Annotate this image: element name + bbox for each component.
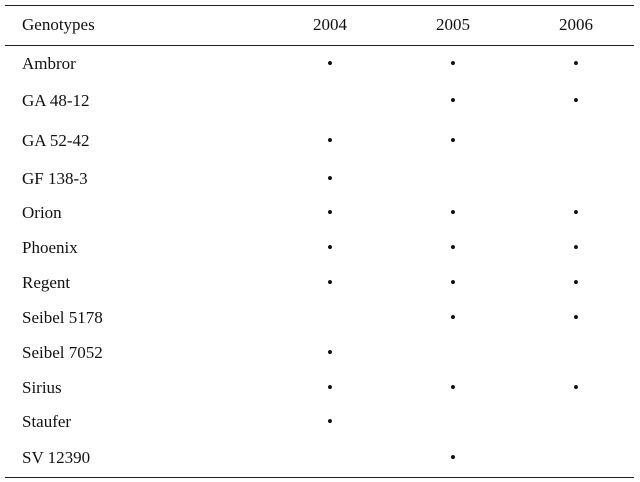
presence-mark: • (450, 448, 456, 467)
presence-mark: • (327, 169, 333, 188)
presence-mark: • (450, 238, 456, 257)
presence-mark: • (573, 203, 579, 222)
genotype-name: Phoenix (22, 238, 78, 257)
presence-mark: • (450, 273, 456, 292)
column-header: Genotypes (22, 15, 95, 34)
presence-mark: • (450, 91, 456, 110)
presence-mark: • (573, 308, 579, 327)
presence-mark: • (327, 54, 333, 73)
genotype-name: Orion (22, 203, 62, 222)
presence-mark: • (327, 343, 333, 362)
genotype-name: GA 48-12 (22, 91, 90, 110)
presence-mark: • (573, 378, 579, 397)
column-header: 2005 (436, 15, 470, 34)
presence-mark: • (327, 203, 333, 222)
genotype-name: Ambror (22, 54, 76, 73)
presence-mark: • (450, 131, 456, 150)
presence-mark: • (327, 412, 333, 431)
genotype-name: Regent (22, 273, 70, 292)
presence-mark: • (573, 273, 579, 292)
presence-mark: • (450, 378, 456, 397)
presence-mark: • (573, 54, 579, 73)
presence-mark: • (327, 273, 333, 292)
presence-mark: • (450, 54, 456, 73)
genotype-name: Seibel 5178 (22, 308, 103, 327)
column-header: 2006 (559, 15, 593, 34)
presence-mark: • (573, 91, 579, 110)
presence-mark: • (450, 308, 456, 327)
presence-mark: • (450, 203, 456, 222)
genotype-name: Seibel 7052 (22, 343, 103, 362)
genotype-name: GA 52-42 (22, 131, 90, 150)
column-header: 2004 (313, 15, 348, 34)
genotype-name: Sirius (22, 378, 62, 397)
presence-mark: • (573, 238, 579, 257)
presence-mark: • (327, 238, 333, 257)
presence-mark: • (327, 131, 333, 150)
genotype-name: GF 138-3 (22, 169, 88, 188)
genotype-name: Staufer (22, 412, 71, 431)
genotype-name: SV 12390 (22, 448, 90, 467)
presence-mark: • (327, 378, 333, 397)
